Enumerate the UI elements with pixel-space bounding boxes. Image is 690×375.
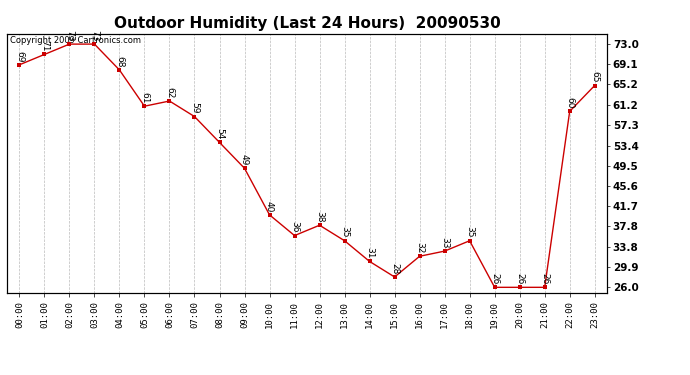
Text: Copyright 2009 Cartronics.com: Copyright 2009 Cartronics.com [10, 36, 141, 45]
Text: 54: 54 [215, 128, 224, 140]
Text: 65: 65 [590, 71, 599, 83]
Text: 73: 73 [65, 30, 74, 41]
Text: 26: 26 [490, 273, 499, 285]
Text: 49: 49 [240, 154, 249, 165]
Text: 35: 35 [340, 226, 349, 238]
Text: 61: 61 [140, 92, 149, 104]
Text: 36: 36 [290, 221, 299, 233]
Text: 28: 28 [390, 263, 399, 274]
Text: 35: 35 [465, 226, 474, 238]
Text: 68: 68 [115, 56, 124, 67]
Text: 60: 60 [565, 97, 574, 109]
Text: 26: 26 [515, 273, 524, 285]
Text: 71: 71 [40, 40, 49, 52]
Text: 32: 32 [415, 242, 424, 254]
Text: 73: 73 [90, 30, 99, 41]
Text: 40: 40 [265, 201, 274, 212]
Title: Outdoor Humidity (Last 24 Hours)  20090530: Outdoor Humidity (Last 24 Hours) 2009053… [114, 16, 500, 31]
Text: 33: 33 [440, 237, 449, 248]
Text: 38: 38 [315, 211, 324, 222]
Text: 26: 26 [540, 273, 549, 285]
Text: 69: 69 [15, 51, 24, 62]
Text: 31: 31 [365, 247, 374, 259]
Text: 62: 62 [165, 87, 174, 98]
Text: 59: 59 [190, 102, 199, 114]
